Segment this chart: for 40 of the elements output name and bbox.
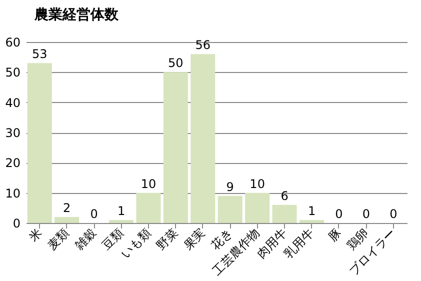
x-tick-label: 豚 xyxy=(326,226,344,244)
y-tick-label: 10 xyxy=(5,186,20,200)
data-label: 56 xyxy=(195,38,211,52)
y-tick-label: 60 xyxy=(5,36,20,50)
x-tick-label: 野菜 xyxy=(154,226,181,252)
bar xyxy=(245,192,270,223)
data-label: 1 xyxy=(308,204,316,218)
x-tick-label: 雑穀 xyxy=(72,226,99,252)
x-tick-label: 米 xyxy=(26,226,45,244)
bar xyxy=(190,54,216,223)
data-label: 53 xyxy=(32,47,48,62)
data-label: 0 xyxy=(335,207,343,221)
data-label: 9 xyxy=(226,180,234,194)
y-tick-label: 40 xyxy=(5,96,20,110)
data-label: 0 xyxy=(390,207,398,221)
data-label: 10 xyxy=(140,176,156,191)
data-label: 0 xyxy=(90,207,98,221)
data-label: 0 xyxy=(362,207,370,221)
data-label: 50 xyxy=(168,56,184,70)
data-label: 10 xyxy=(250,176,265,191)
y-tick-label: 0 xyxy=(12,216,20,230)
bar xyxy=(136,192,161,223)
y-tick-label: 20 xyxy=(5,156,20,170)
bar xyxy=(163,72,188,223)
data-label: 2 xyxy=(63,200,71,215)
y-tick-label: 30 xyxy=(5,126,20,140)
y-tick-label: 50 xyxy=(5,66,20,80)
bar xyxy=(27,63,52,223)
x-tick-label: 麦類 xyxy=(44,226,72,252)
data-label: 1 xyxy=(117,204,126,218)
bar xyxy=(218,196,242,223)
bar xyxy=(300,220,324,223)
chart-title: 農業経営体数 xyxy=(34,7,120,23)
data-label: 6 xyxy=(280,188,288,203)
bar xyxy=(272,204,297,223)
bar xyxy=(54,216,80,223)
x-tick-label: 鶏卵 xyxy=(344,226,372,252)
x-tick-label: 果実 xyxy=(180,226,208,252)
bar xyxy=(109,220,134,223)
x-tick-label: 豆類 xyxy=(99,226,126,252)
